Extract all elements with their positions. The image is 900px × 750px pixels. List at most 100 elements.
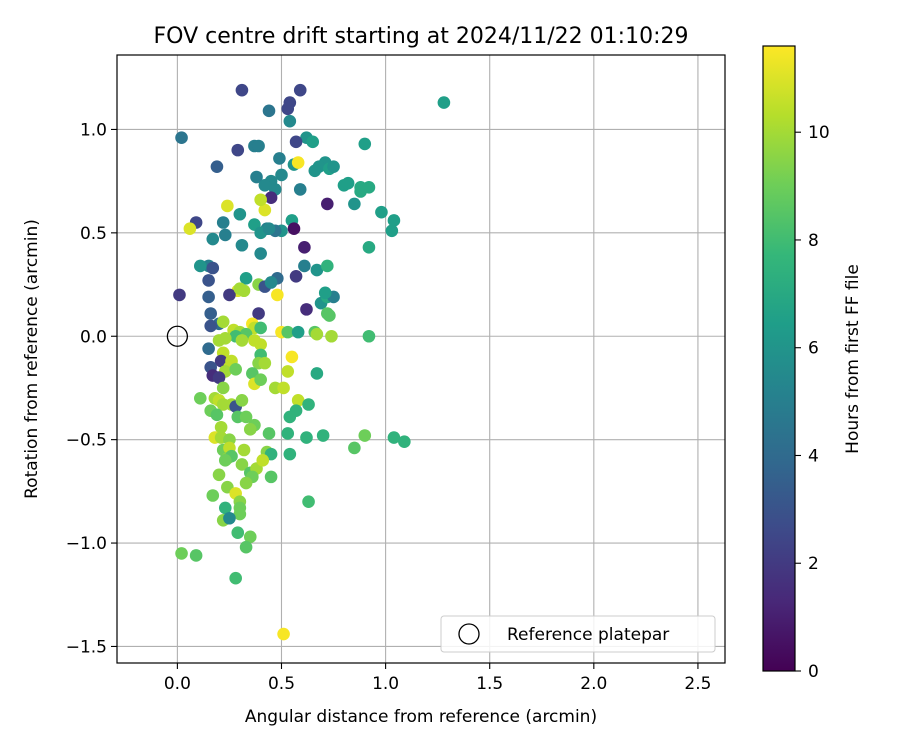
data-point [310, 367, 324, 380]
legend-box [440, 615, 716, 653]
data-point [239, 410, 253, 424]
data-point [318, 286, 332, 300]
data-point [387, 431, 401, 444]
data-point [223, 288, 236, 302]
data-point [202, 274, 215, 287]
data-point [202, 342, 215, 355]
data-point [212, 371, 226, 384]
data-point [258, 356, 272, 370]
y-tick-label: −1.5 [66, 637, 107, 657]
data-points [173, 83, 451, 641]
data-point [258, 178, 272, 192]
data-point [289, 269, 303, 283]
data-point [298, 241, 311, 254]
data-point [233, 507, 247, 521]
data-point [223, 511, 236, 525]
data-point [302, 495, 315, 508]
data-point [281, 102, 295, 116]
y-tick-label: −1.0 [66, 534, 107, 554]
data-point [243, 530, 257, 544]
data-point [287, 222, 301, 236]
legend-label: Reference platepar [507, 625, 669, 645]
data-point [252, 139, 265, 153]
data-point [275, 168, 288, 182]
data-point [210, 408, 224, 422]
data-point [398, 435, 411, 449]
data-point [210, 160, 224, 173]
data-point [206, 232, 220, 246]
data-point [300, 303, 313, 316]
colorbar-tick-label: 10 [808, 123, 830, 143]
data-point [216, 216, 230, 229]
data-point [254, 373, 267, 386]
data-point [283, 410, 297, 424]
data-point [235, 334, 249, 347]
x-tick-label: 1.0 [372, 674, 399, 694]
data-point [243, 423, 257, 436]
data-point [264, 470, 278, 484]
data-point [254, 247, 267, 260]
data-point [341, 176, 355, 190]
y-tick-label: 0.0 [80, 327, 107, 347]
colorbar: 0 2 4 6 8 10 Hours from first FF file [762, 45, 863, 682]
data-point [175, 547, 188, 560]
data-point [281, 427, 295, 440]
data-point [283, 114, 297, 128]
data-point [258, 203, 272, 217]
data-point [362, 241, 376, 254]
data-point [193, 259, 207, 273]
data-point [229, 363, 242, 376]
colorbar-tick-label: 2 [808, 554, 819, 574]
data-point [218, 228, 232, 242]
data-point [237, 443, 251, 457]
colorbar-label: Hours from first FF file [843, 264, 863, 454]
data-point [264, 276, 278, 289]
data-point [206, 489, 220, 502]
data-point [354, 185, 367, 198]
data-point [254, 193, 267, 207]
data-point [387, 214, 401, 227]
data-point [264, 191, 278, 204]
y-tick-label: 1.0 [80, 120, 107, 140]
data-point [293, 83, 307, 97]
data-point [235, 458, 249, 471]
data-point [437, 96, 451, 109]
data-point [254, 321, 267, 335]
x-tick-label: 2.5 [684, 674, 711, 694]
data-point [306, 135, 320, 149]
legend-marker [458, 623, 480, 645]
data-point [256, 454, 270, 467]
colorbar-tick-label: 0 [808, 662, 819, 682]
x-axis-ticks: 0.0 0.5 1.0 1.5 2.0 2.5 [164, 663, 711, 694]
data-point [175, 131, 188, 145]
data-point [375, 205, 388, 219]
plot-frame [116, 54, 726, 664]
data-point [212, 468, 226, 482]
data-point [229, 571, 242, 585]
data-point [231, 526, 245, 540]
colorbar-gradient [762, 45, 796, 672]
colorbar-tick-label: 8 [808, 231, 819, 251]
data-point [316, 429, 330, 442]
data-point [204, 319, 217, 333]
data-point [239, 476, 253, 490]
data-point [221, 199, 234, 213]
data-point [327, 160, 340, 173]
data-point [325, 329, 338, 343]
data-point [302, 398, 315, 411]
data-point [239, 540, 253, 554]
data-point [283, 447, 297, 461]
data-point [193, 391, 207, 405]
x-tick-label: 0.5 [268, 674, 295, 694]
data-point [202, 290, 215, 304]
data-point [291, 156, 305, 169]
data-point [204, 307, 217, 320]
y-axis-label: Rotation from reference (arcmin) [22, 219, 42, 499]
data-point [277, 627, 290, 641]
data-point [173, 288, 186, 302]
data-point [358, 137, 372, 151]
data-point [323, 309, 336, 322]
data-point [216, 381, 230, 395]
data-point [300, 431, 313, 444]
